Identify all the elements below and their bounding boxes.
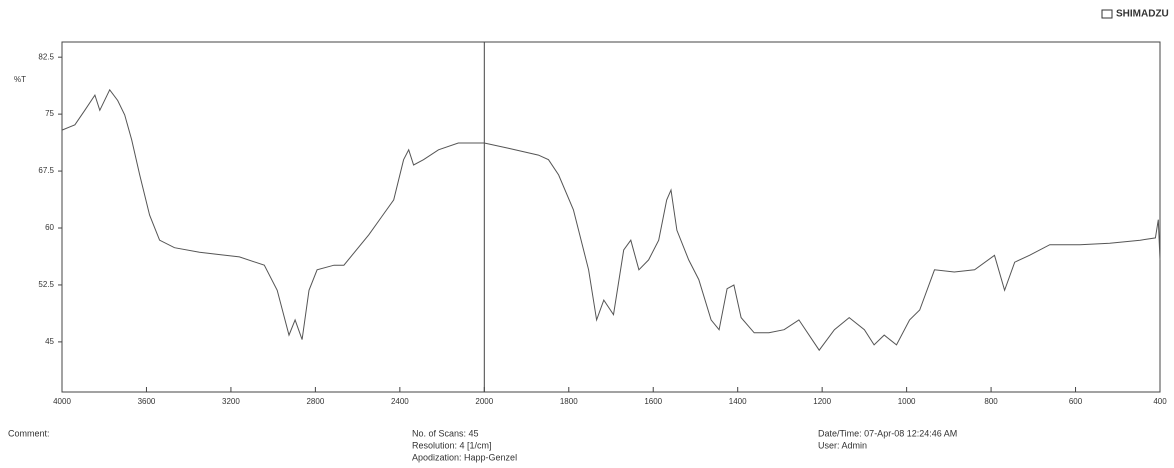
comment: Comment: bbox=[8, 428, 50, 438]
resolution: Resolution: 4 [1/cm] bbox=[412, 440, 492, 450]
datetime: Date/Time: 07-Apr-08 12:24:46 AM bbox=[818, 428, 957, 438]
x-tick-label: 4000 bbox=[53, 397, 71, 406]
x-tick-label: 600 bbox=[1069, 397, 1083, 406]
user: User: Admin bbox=[818, 440, 867, 450]
x-tick-label: 3600 bbox=[138, 397, 156, 406]
y-tick-label: 82.5 bbox=[38, 52, 54, 61]
spectrum-line bbox=[61, 88, 1161, 352]
scans: No. of Scans: 45 bbox=[412, 428, 479, 438]
y-tick-label: 75 bbox=[45, 109, 54, 118]
x-tick-label: 2400 bbox=[391, 397, 409, 406]
x-tick-label: 1800 bbox=[560, 397, 578, 406]
brand: SHIMADZU bbox=[1116, 9, 1169, 20]
y-axis-label: %T bbox=[14, 75, 26, 84]
x-tick-label: 800 bbox=[984, 397, 998, 406]
plot-frame bbox=[61, 41, 1161, 393]
y-tick-label: 67.5 bbox=[38, 166, 54, 175]
y-tick-label: 52.5 bbox=[38, 280, 54, 289]
x-tick-label: 400 bbox=[1153, 397, 1167, 406]
x-tick-label: 1000 bbox=[898, 397, 916, 406]
y-tick-label: 45 bbox=[45, 337, 54, 346]
apodization: Apodization: Happ-Genzel bbox=[412, 452, 517, 462]
x-tick-label: 3200 bbox=[222, 397, 240, 406]
y-tick-label: 60 bbox=[45, 223, 54, 232]
x-tick-label: 1200 bbox=[813, 397, 831, 406]
x-tick-label: 2800 bbox=[306, 397, 324, 406]
x-tick-label: 1600 bbox=[644, 397, 662, 406]
logo-box bbox=[1101, 9, 1113, 19]
x-tick-label: 2000 bbox=[475, 397, 493, 406]
x-tick-label: 1400 bbox=[729, 397, 747, 406]
